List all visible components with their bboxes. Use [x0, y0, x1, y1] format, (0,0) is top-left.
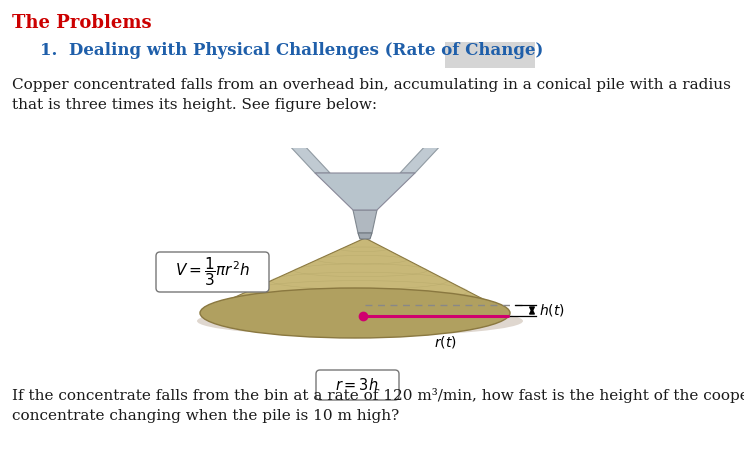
FancyBboxPatch shape: [432, 38, 548, 72]
Polygon shape: [200, 238, 510, 313]
Text: If the concentrate falls from the bin at a rate of 120 m³/min, how fast is the h: If the concentrate falls from the bin at…: [12, 388, 744, 423]
Text: 1.  Dealing with Physical Challenges (Rate of Change): 1. Dealing with Physical Challenges (Rat…: [40, 42, 543, 59]
Text: The Problems: The Problems: [12, 14, 152, 32]
Text: $V = \dfrac{1}{3}\pi r^2 h$: $V = \dfrac{1}{3}\pi r^2 h$: [175, 255, 249, 289]
Polygon shape: [315, 173, 415, 210]
Text: $h(t)$: $h(t)$: [539, 302, 565, 319]
Text: $r(t)$: $r(t)$: [434, 334, 457, 350]
FancyBboxPatch shape: [316, 370, 399, 400]
Polygon shape: [353, 210, 377, 233]
Polygon shape: [400, 98, 485, 173]
Text: $r = 3h$: $r = 3h$: [336, 377, 379, 393]
Text: Copper concentrated falls from an overhead bin, accumulating in a conical pile w: Copper concentrated falls from an overhe…: [12, 78, 731, 112]
Ellipse shape: [197, 306, 523, 336]
Polygon shape: [245, 83, 485, 98]
FancyBboxPatch shape: [156, 252, 269, 292]
Ellipse shape: [200, 288, 510, 338]
Polygon shape: [245, 98, 330, 173]
Polygon shape: [358, 233, 372, 239]
